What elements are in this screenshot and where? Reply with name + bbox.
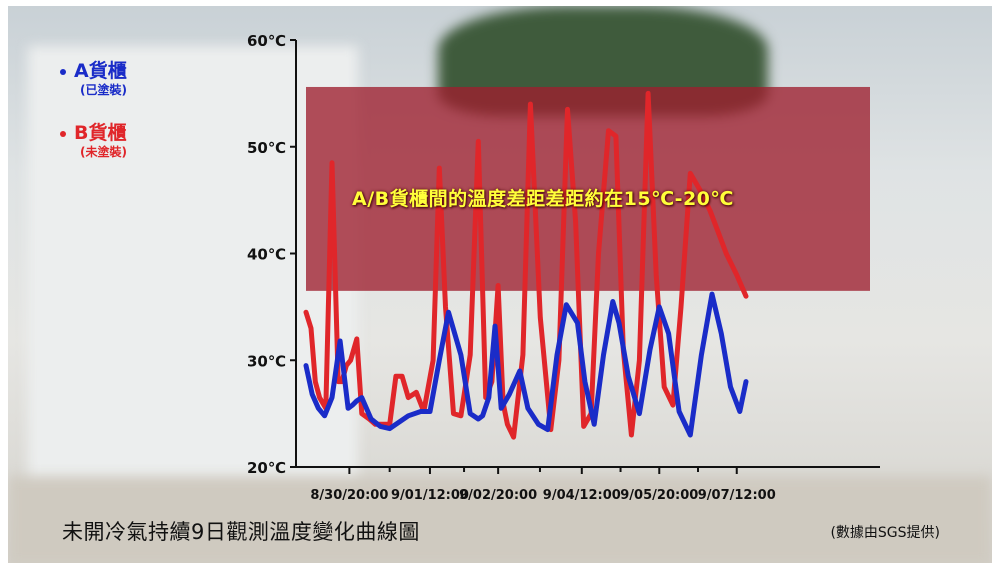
legend-dot-a (60, 68, 66, 75)
series-line-b (303, 90, 749, 440)
x-tick-label: 9/04/12:00 (543, 488, 621, 503)
y-tick-label: 30℃ (247, 352, 286, 370)
temperature-difference-band (306, 86, 870, 291)
series-line-a (303, 291, 749, 438)
x-tick-label: 9/05/20:00 (620, 488, 698, 503)
legend-note-a: (已塗裝) (80, 83, 127, 97)
x-tick-label: 9/01/12:00 (391, 488, 469, 503)
y-tick-label: 50℃ (247, 139, 286, 157)
data-source-note: (數據由SGS提供) (830, 525, 940, 541)
x-tick-label: 8/30/20:00 (310, 488, 388, 503)
x-tick-label: 9/02/20:00 (459, 488, 537, 503)
y-tick-label: 60℃ (247, 32, 286, 50)
ground-blur (8, 476, 992, 563)
legend-entry-a: A貨櫃 (已塗裝) (60, 56, 127, 98)
y-tick-label: 20℃ (247, 459, 286, 477)
axis-layer: 20℃ 30℃ 40℃ 50℃ 60℃ 8/30/20:00 9/01/12:009/02/… (247, 32, 880, 503)
chart-title: 未開冷氣持續9日觀測溫度變化曲線圖 (62, 520, 420, 544)
legend-entry-b: B貨櫃 (未塗裝) (60, 118, 127, 160)
chart-annotation: A/B貨櫃間的溫度差距差距約在15℃-20℃ (352, 188, 734, 210)
legend-note-b: (未塗裝) (80, 145, 127, 159)
container-blur (28, 46, 358, 506)
y-tick-label: 40℃ (247, 246, 286, 264)
legend-label-a: A貨櫃 (74, 60, 127, 82)
series-layer (303, 90, 749, 440)
legend-dot-b (60, 130, 66, 137)
legend-label-b: B貨櫃 (74, 122, 127, 144)
x-tick-label: 9/07/12:00 (698, 488, 776, 503)
